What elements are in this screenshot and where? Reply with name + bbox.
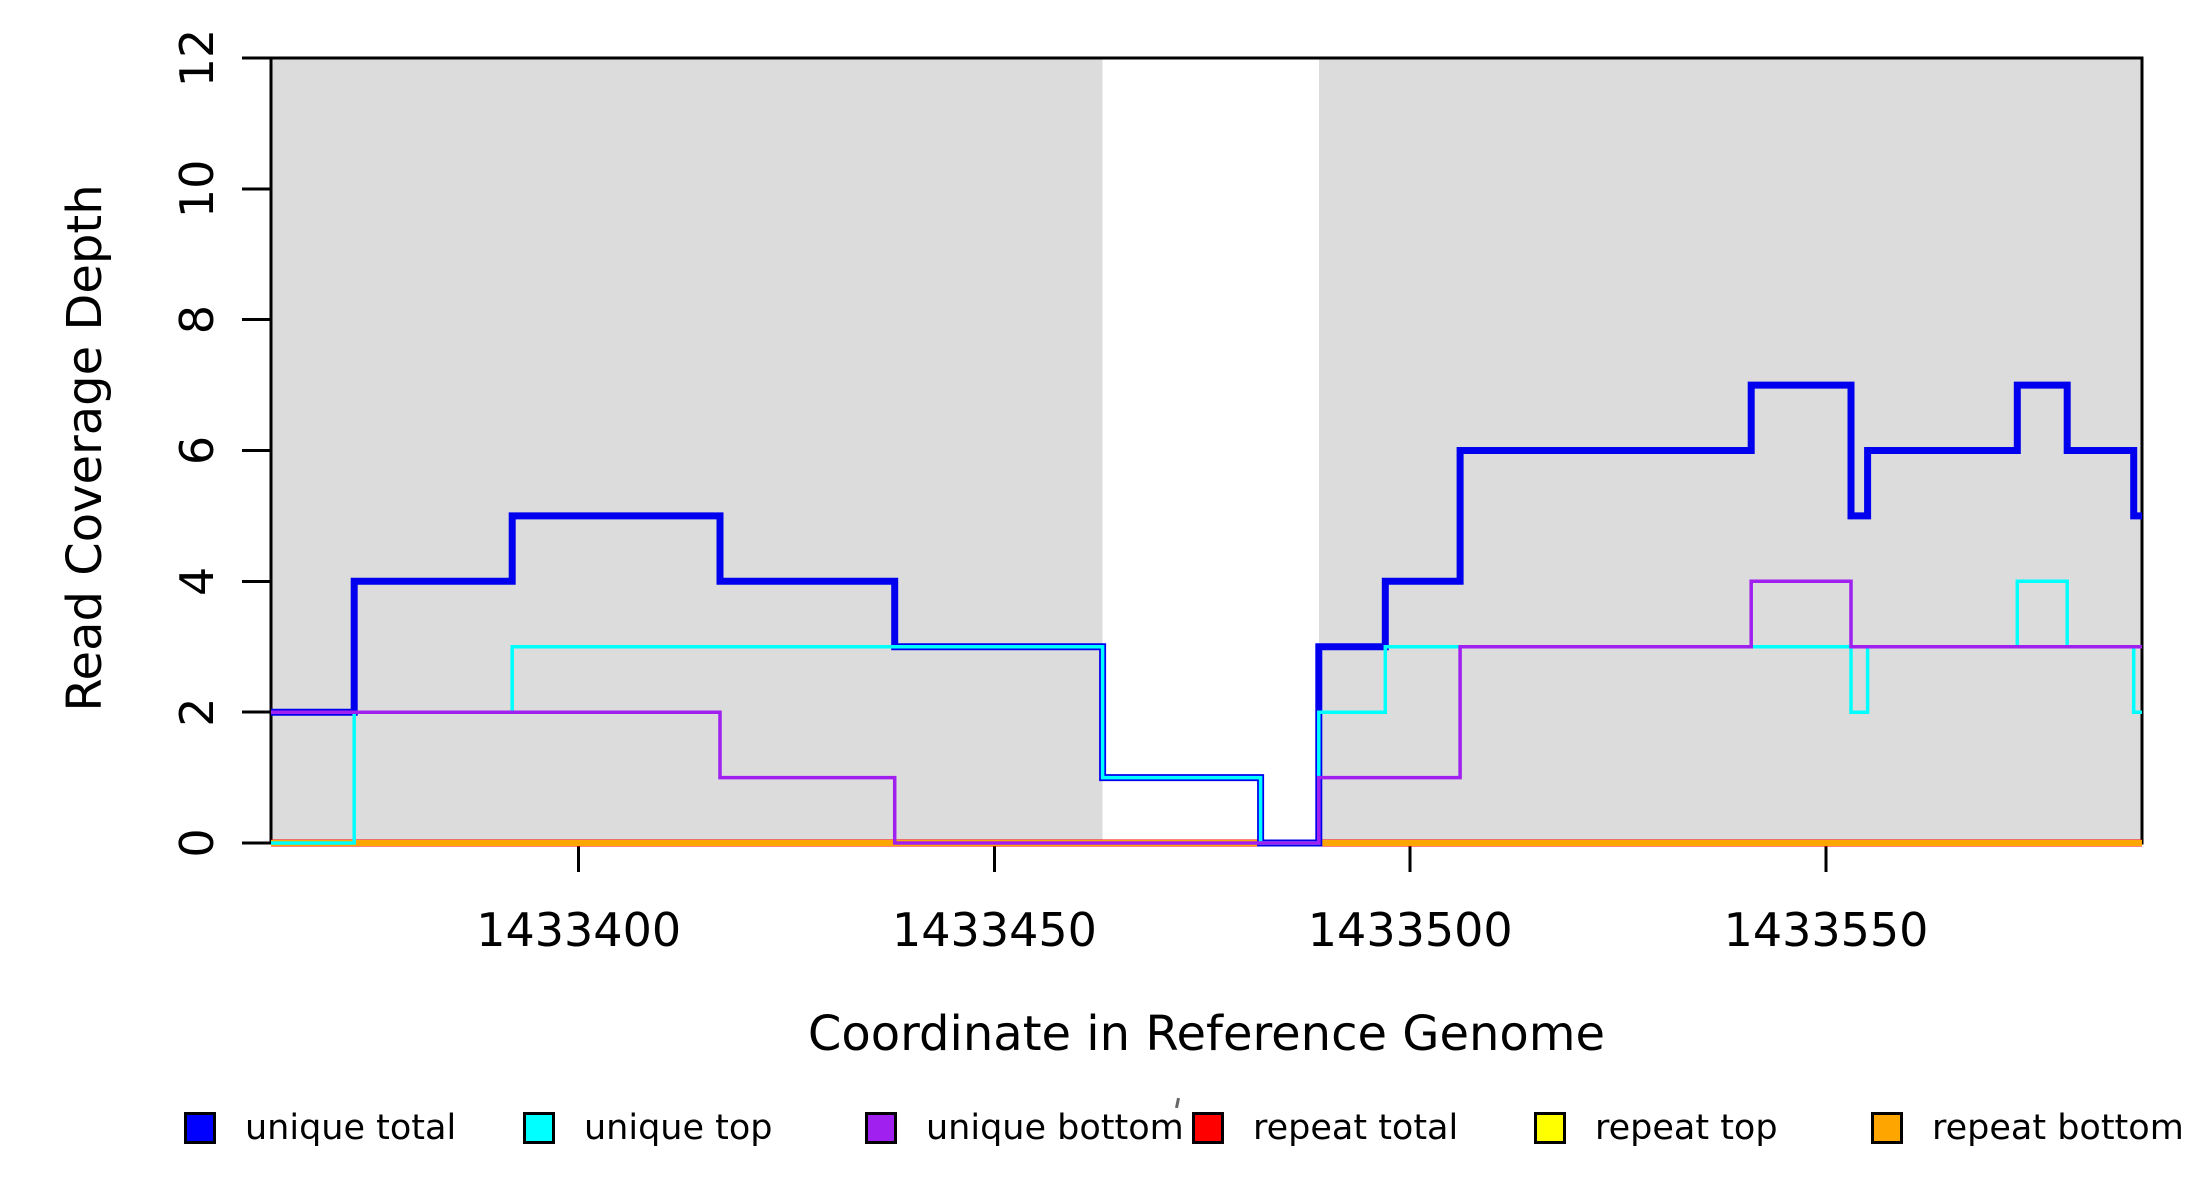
x-tick-label: 1433500 [1308, 903, 1513, 957]
legend-label: unique total [245, 1108, 457, 1148]
legend-item-unique-bottom: unique bottom [865, 1108, 1184, 1148]
y-tick-label: 10 [170, 160, 224, 219]
legend-label: repeat bottom [1932, 1108, 2184, 1148]
x-tick-label: 1433550 [1724, 903, 1929, 957]
y-tick-label: 6 [170, 436, 224, 465]
legend-item-repeat-total: repeat total [1192, 1108, 1458, 1148]
legend-swatch-unique-total-icon [184, 1112, 216, 1144]
y-tick-label: 12 [170, 29, 224, 88]
legend-swatch-unique-top-icon [523, 1112, 555, 1144]
legend-swatch-repeat-top-icon [1534, 1112, 1566, 1144]
legend-item-unique-total: unique total [184, 1108, 456, 1148]
y-tick-label: 4 [170, 567, 224, 596]
y-tick-label: 0 [170, 828, 224, 857]
y-axis-title: Read Coverage Depth [57, 184, 113, 712]
legend-item-repeat-bottom: repeat bottom [1871, 1108, 2184, 1148]
legend-label: unique bottom [926, 1108, 1184, 1148]
y-tick-label: 8 [170, 305, 224, 334]
legend-item-repeat-top: repeat top [1534, 1108, 1778, 1148]
unique-region-left [271, 58, 1103, 843]
y-tick-label: 2 [170, 698, 224, 727]
legend-item-unique-top: unique top [523, 1108, 773, 1148]
legend-label: repeat total [1253, 1108, 1459, 1148]
legend-swatch-unique-bottom-icon [865, 1112, 897, 1144]
x-axis-title: Coordinate in Reference Genome [807, 1006, 1606, 1062]
unique-bottom-line [271, 579, 2142, 845]
legend-label: repeat top [1595, 1108, 1778, 1148]
legend-swatch-repeat-bottom-icon [1871, 1112, 1903, 1144]
x-tick-label: 1433400 [476, 903, 681, 957]
legend-label: unique top [584, 1108, 773, 1148]
legend-swatch-repeat-total-icon [1192, 1112, 1224, 1144]
unique-total-line [271, 381, 2142, 847]
unique-top-line [271, 579, 2142, 845]
x-tick-label: 1433450 [892, 903, 1097, 957]
